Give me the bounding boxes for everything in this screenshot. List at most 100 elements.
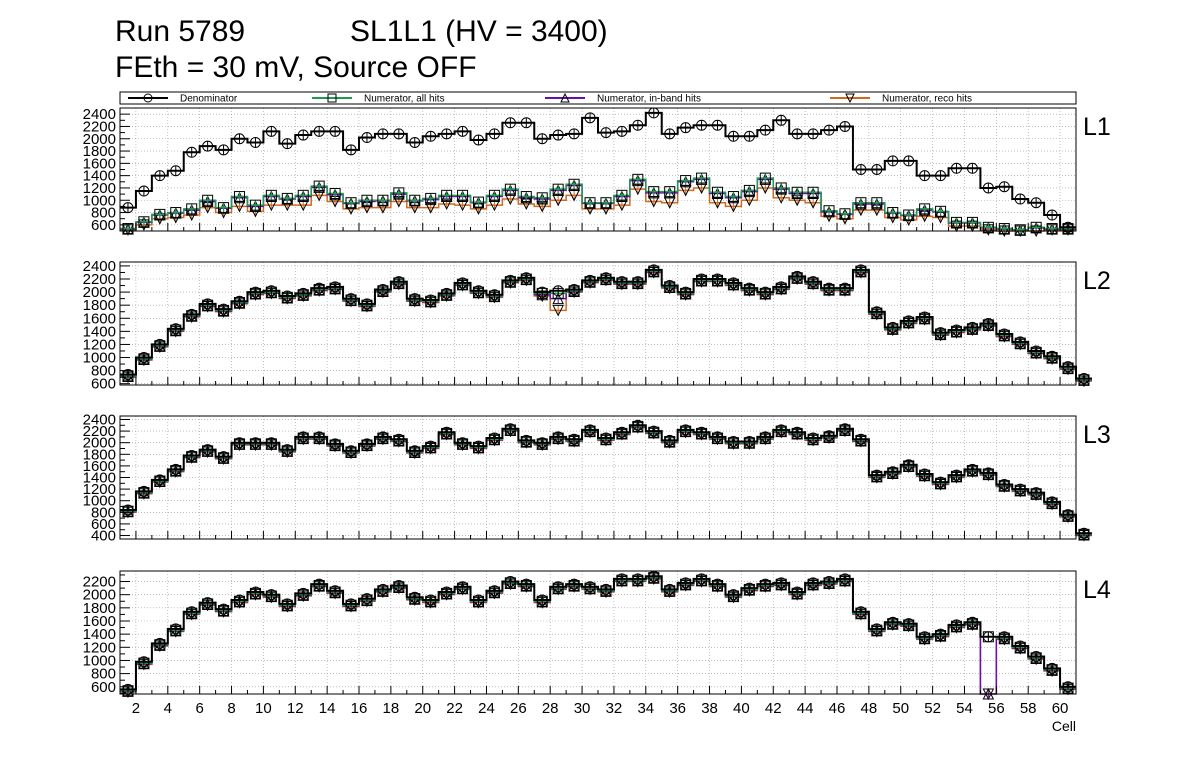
data-point	[138, 185, 150, 197]
data-point	[265, 125, 277, 137]
data-point	[361, 194, 373, 206]
y-tick-label: 2200	[83, 574, 116, 591]
data-point	[759, 124, 771, 136]
data-point	[600, 272, 612, 284]
data-point	[616, 125, 628, 137]
data-point	[1046, 209, 1058, 221]
data-point	[234, 191, 245, 203]
data-point	[696, 273, 708, 285]
data-point	[201, 195, 214, 207]
data-point	[409, 194, 421, 206]
x-tick-label: 30	[574, 700, 591, 717]
data-point	[1046, 350, 1058, 362]
data-point	[855, 606, 867, 618]
data-point	[234, 437, 245, 449]
data-point	[616, 426, 628, 438]
data-point	[823, 205, 835, 218]
data-point	[568, 178, 580, 190]
legend-label: Numerator, in-band hits	[597, 94, 701, 105]
y-tick-label: 600	[91, 217, 116, 234]
series-denominator	[120, 419, 1092, 539]
data-point	[265, 285, 277, 297]
data-point	[998, 478, 1010, 490]
data-point	[775, 577, 787, 589]
legend-entry-all-hits: Numerator, all hits	[312, 93, 445, 105]
x-axis	[119, 377, 1077, 385]
run-title: Run 5789	[115, 15, 246, 48]
data-point	[807, 128, 819, 140]
panel-l3: 4006008001000120014001600180020002200240…	[83, 411, 1111, 544]
data-point	[871, 623, 883, 635]
data-point	[409, 293, 421, 305]
data-point	[568, 578, 580, 590]
data-point	[600, 197, 612, 209]
data-point	[552, 431, 564, 443]
legend-marker-icon	[560, 92, 570, 103]
data-point	[743, 184, 755, 196]
data-point	[855, 164, 867, 175]
data-point	[982, 221, 994, 233]
data-point	[855, 197, 867, 209]
data-point	[903, 459, 915, 471]
y-tick-label: 600	[91, 516, 116, 533]
data-point	[265, 437, 277, 449]
x-axis: 2 4 6 8 10 12 14 16 18 20 22 24 26 28 30 32 34 36 38 40 42 44…	[119, 686, 1077, 734]
data-point	[552, 581, 564, 593]
data-point	[935, 170, 947, 182]
x-tick-label: 22	[446, 700, 463, 717]
data-point	[329, 125, 341, 137]
data-point	[823, 576, 835, 588]
data-point	[664, 434, 676, 446]
data-point	[361, 298, 373, 310]
data-point	[919, 170, 931, 182]
data-point	[1062, 221, 1074, 233]
data-point	[919, 468, 931, 480]
data-point	[457, 125, 469, 137]
data-point	[664, 128, 676, 140]
data-point	[807, 432, 819, 444]
data-point	[712, 119, 723, 131]
data-point	[520, 117, 532, 129]
data-point	[122, 223, 134, 235]
data-point	[966, 616, 978, 628]
data-point	[632, 573, 644, 585]
data-point	[265, 189, 277, 201]
x-axis	[119, 223, 1077, 231]
data-point	[791, 186, 803, 198]
data-point	[297, 287, 309, 299]
y-tick-label: 1000	[83, 652, 116, 669]
y-tick-label: 600	[91, 679, 116, 696]
data-point	[679, 175, 692, 188]
data-point	[584, 112, 596, 124]
data-point	[520, 191, 533, 204]
data-point	[823, 205, 835, 217]
data-point	[218, 451, 230, 463]
data-point	[871, 306, 883, 318]
legend-label: Denominator	[180, 94, 238, 105]
data-point	[504, 183, 516, 195]
data-point	[202, 140, 214, 152]
data-point	[616, 190, 628, 203]
data-point	[680, 175, 692, 187]
y-tick-label: 1200	[83, 180, 116, 197]
data-point	[600, 127, 612, 139]
data-point	[281, 138, 293, 150]
data-point	[345, 144, 357, 156]
data-point	[935, 205, 947, 217]
data-point	[600, 583, 612, 595]
data-point	[966, 216, 978, 228]
data-point	[759, 431, 771, 443]
data-point	[536, 594, 548, 606]
data-point	[186, 308, 198, 320]
data-point	[218, 144, 230, 156]
data-point	[536, 133, 548, 145]
data-point	[855, 433, 867, 445]
x-tick-label: 58	[1020, 700, 1037, 717]
data-point	[791, 586, 803, 598]
legend-box	[119, 91, 1077, 105]
data-point	[281, 444, 293, 456]
data-point	[807, 577, 819, 589]
data-point	[871, 197, 883, 209]
data-point	[951, 619, 962, 631]
data-point	[982, 467, 994, 479]
